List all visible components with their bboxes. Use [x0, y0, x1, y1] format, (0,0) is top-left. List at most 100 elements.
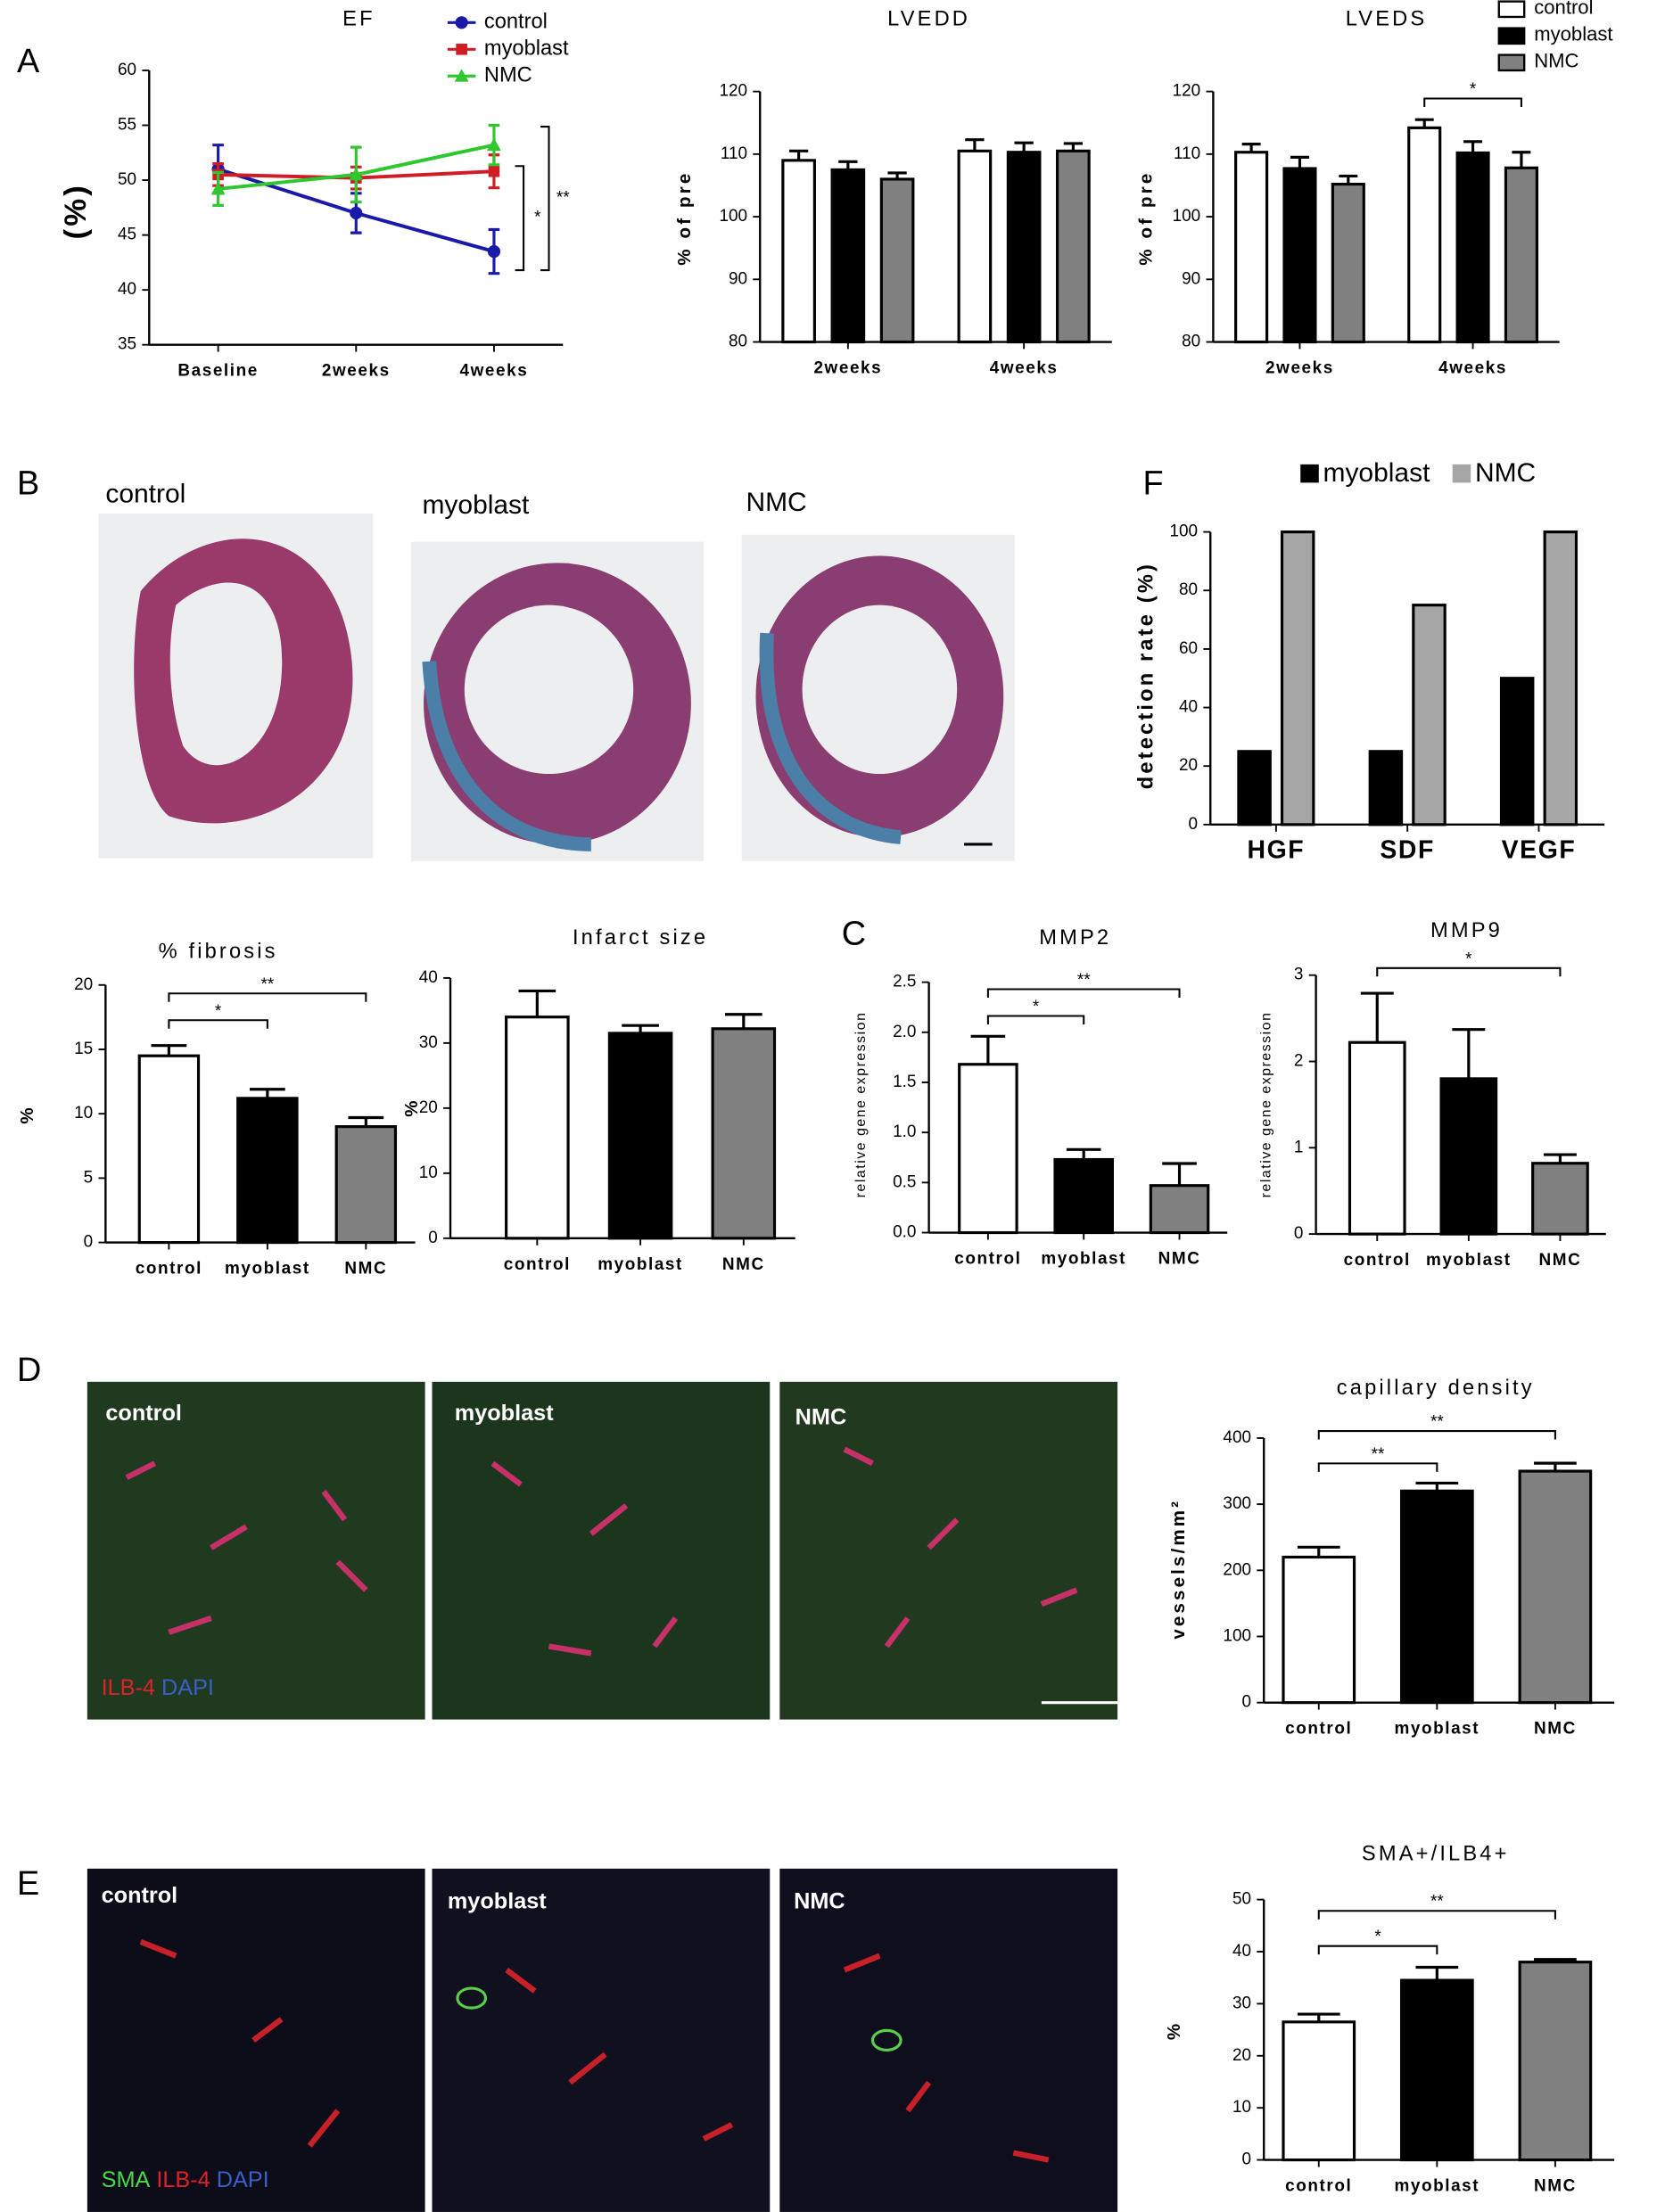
x-tick-label: NMC [344, 1260, 387, 1279]
error-bar [488, 227, 500, 275]
y-tick-label: 20 [1232, 2046, 1251, 2065]
image [432, 1381, 771, 1720]
chart-title: MMP2 [1039, 926, 1111, 950]
legend-swatch [1300, 464, 1319, 483]
y-tick-label: 0.0 [893, 1223, 916, 1242]
significance-label: ** [1077, 971, 1091, 990]
chart-title: MMP9 [1430, 919, 1503, 942]
y-tick-label: 1 [1294, 1138, 1304, 1156]
error-bar [1014, 141, 1034, 152]
y-tick-label: 100 [719, 207, 747, 226]
error-bar [212, 144, 224, 195]
image [432, 1868, 771, 2212]
fluorescence-images [87, 1381, 1119, 1720]
bar [1455, 151, 1490, 344]
significance-label: ** [260, 975, 274, 994]
bar [1282, 2020, 1356, 2162]
bar [830, 168, 866, 344]
legend-label: NMC [1534, 49, 1578, 71]
x-tick-label: control [1344, 1251, 1411, 1270]
x-tick-label: myoblast [1394, 1720, 1480, 1739]
panel-label: F [1142, 465, 1163, 503]
image-label: control [105, 479, 185, 508]
image-label: myoblast [448, 1888, 547, 1913]
significance-label: * [534, 209, 541, 227]
y-tick-label: 60 [118, 61, 136, 79]
y-tick-label: 120 [1173, 82, 1201, 101]
image-label: NMC [794, 1888, 845, 1913]
stain: SMA [102, 2167, 151, 2192]
legend-label: myoblast [1323, 458, 1430, 488]
stain-legend: SMA ILB-4 DAPI [102, 2167, 269, 2192]
image [779, 1381, 1118, 1720]
chart-title: Infarct size [573, 926, 708, 950]
x-tick-label: 4weeks [990, 359, 1059, 378]
y-tick-label: 10 [419, 1164, 438, 1182]
x-tick-label: control [1285, 2177, 1352, 2196]
y-tick-label: 40 [1232, 1942, 1251, 1961]
bar [1399, 1978, 1474, 2162]
significance-label: * [1374, 1928, 1381, 1946]
tissue [759, 632, 902, 844]
y-tick-label: 20 [1179, 756, 1198, 775]
y-tick-label: 0.5 [893, 1172, 916, 1191]
x-tick-label: 2weeks [322, 362, 391, 381]
error-bar [249, 1088, 285, 1098]
y-axis-label: vessels/mm² [1168, 1499, 1189, 1640]
y-axis-label: relative gene expression [1259, 1012, 1274, 1198]
y-tick-label: 1.0 [893, 1122, 916, 1141]
bar [1282, 1555, 1356, 1705]
significance-label: * [1033, 998, 1040, 1016]
y-tick-label: 100 [1169, 522, 1198, 541]
bar [1368, 750, 1404, 826]
y-tick-label: 0 [428, 1229, 438, 1247]
y-tick-label: 45 [118, 226, 136, 244]
y-tick-label: 40 [1179, 698, 1198, 717]
x-tick-label: NMC [1534, 1720, 1577, 1739]
bar [958, 1063, 1018, 1235]
x-tick-label: control [954, 1250, 1021, 1269]
bar [137, 1054, 201, 1245]
y-tick-label: 2.0 [893, 1023, 916, 1041]
significance-bracket [515, 165, 525, 272]
marker [349, 168, 364, 181]
error-bar [1463, 140, 1483, 153]
error-bar [1162, 1162, 1197, 1186]
y-axis-label: detection rate (%) [1134, 562, 1158, 789]
y-tick-label: 110 [721, 144, 747, 163]
bar [607, 1032, 673, 1240]
bar [957, 149, 993, 344]
y-tick-label: 200 [1223, 1560, 1251, 1579]
bar [1149, 1184, 1210, 1235]
legend-label: NMC [1475, 458, 1536, 488]
y-tick-label: 40 [118, 280, 136, 299]
bar [711, 1027, 777, 1240]
image-label: control [102, 1883, 178, 1908]
x-tick-label: Baseline [177, 362, 258, 381]
marker [350, 206, 363, 220]
x-tick-label: myoblast [1426, 1251, 1512, 1270]
x-tick-label: myoblast [1041, 1250, 1126, 1269]
error-bar [1543, 1153, 1577, 1164]
y-tick-label: 300 [1223, 1494, 1251, 1513]
y-tick-label: 60 [1179, 639, 1198, 658]
x-tick-label: SDF [1380, 835, 1435, 864]
error-bar [1415, 1965, 1459, 1981]
bar [1331, 182, 1365, 344]
legend-label: control [484, 11, 548, 34]
x-tick-label: VEGF [1502, 835, 1577, 864]
x-tick-label: control [1285, 1720, 1352, 1739]
y-tick-label: 5 [84, 1168, 94, 1187]
bar [1056, 149, 1091, 344]
y-tick-label: 15 [74, 1040, 93, 1058]
y-tick-label: 10 [74, 1104, 93, 1122]
panel-label: E [17, 1865, 39, 1903]
y-tick-label: 0 [1294, 1224, 1304, 1243]
error-bar [488, 123, 500, 167]
y-tick-label: 1.5 [893, 1073, 916, 1091]
y-tick-label: 0 [1241, 2150, 1251, 2169]
bar [781, 159, 816, 344]
panel-label: A [17, 43, 40, 80]
significance-bracket [986, 988, 1181, 998]
